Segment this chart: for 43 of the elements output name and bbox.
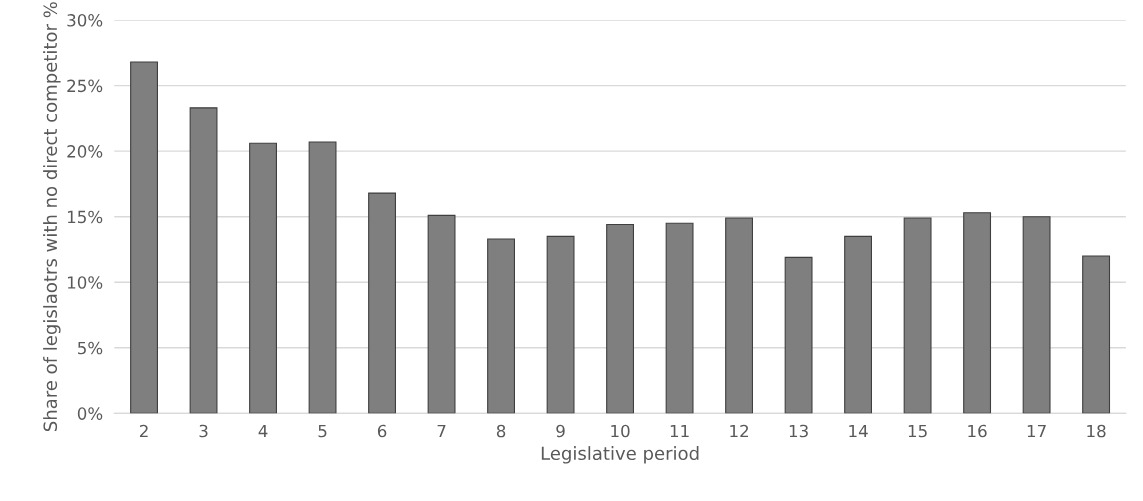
y-axis-title: Share of legislaotrs with no direct competitor % — [43, 2, 61, 432]
x-axis-title: Legislative period — [541, 446, 699, 464]
bar — [784, 256, 813, 414]
y-tick-label: 0% — [77, 407, 103, 420]
y-tick-label: 5% — [78, 341, 103, 355]
x-tick-label: 15 — [908, 424, 927, 438]
y-tick-label: 25% — [67, 79, 103, 93]
x-tick-label: 9 — [556, 424, 565, 438]
bar — [1082, 255, 1111, 414]
x-tick-label: 12 — [730, 424, 749, 438]
x-tick-label: 7 — [437, 424, 446, 438]
bar — [487, 238, 516, 414]
bar — [606, 223, 635, 414]
x-tick-label: 4 — [258, 424, 268, 438]
bar — [130, 61, 158, 414]
x-tick-label: 8 — [496, 424, 506, 438]
bar — [1022, 216, 1051, 414]
x-tick-label: 14 — [849, 424, 868, 438]
y-tick-label: 20% — [67, 145, 103, 158]
y-tick-label: 10% — [67, 276, 103, 289]
y-tick-label: 30% — [67, 14, 103, 27]
bar — [308, 141, 337, 414]
x-tick-label: 2 — [139, 424, 148, 438]
bar — [844, 235, 873, 414]
bar — [665, 222, 694, 414]
x-tick-label: 11 — [670, 424, 689, 438]
x-tick-label: 10 — [611, 424, 630, 438]
x-tick-label: 3 — [199, 424, 208, 438]
bar — [427, 214, 456, 414]
y-tick-label: 15% — [67, 210, 103, 224]
x-tick-label: 13 — [789, 424, 808, 438]
bar — [368, 192, 397, 414]
bar — [546, 235, 575, 414]
bar — [963, 212, 992, 414]
x-tick-label: 16 — [968, 424, 987, 438]
x-tick-label: 5 — [318, 424, 327, 438]
x-tick-label: 6 — [377, 424, 387, 438]
bar — [903, 217, 932, 414]
bar — [725, 217, 754, 414]
bar — [249, 142, 278, 414]
x-tick-label: 17 — [1027, 424, 1046, 438]
bar — [189, 107, 218, 414]
x-tick-label: 18 — [1087, 424, 1106, 438]
